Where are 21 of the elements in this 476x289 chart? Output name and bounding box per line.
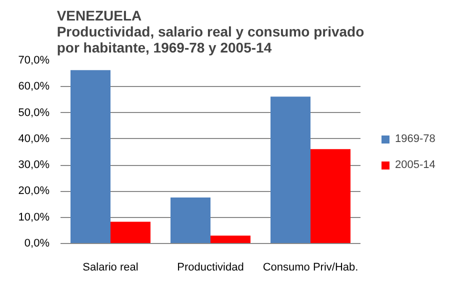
legend-label: 2005-14 [395, 158, 436, 170]
y-tick-label: 20,0% [18, 185, 50, 198]
x-tick-label: Salario real [82, 262, 138, 274]
x-tick-label: Productividad [177, 262, 244, 274]
chart-subtitle: Productividad, salario real y consumo privado por habitante, 1969-78 y 2005-14 [56, 24, 364, 56]
bar [70, 70, 110, 244]
bar [170, 197, 210, 244]
y-tick-label: 30,0% [18, 159, 50, 172]
y-tick-label: 70,0% [18, 54, 50, 66]
bar [110, 222, 150, 244]
legend-label: 1969-78 [395, 132, 436, 144]
bar [270, 96, 310, 244]
y-tick-label: 50,0% [18, 106, 50, 119]
y-tick-label: 0,0% [24, 238, 50, 250]
y-tick-label: 60,0% [18, 80, 50, 93]
x-tick-label: Consumo Priv/Hab. [262, 262, 358, 274]
y-tick-label: 10,0% [18, 211, 50, 224]
bar [310, 149, 350, 244]
chart-title: VENEZUELA [56, 8, 142, 24]
bar [210, 236, 250, 244]
y-tick-label: 40,0% [18, 132, 50, 145]
